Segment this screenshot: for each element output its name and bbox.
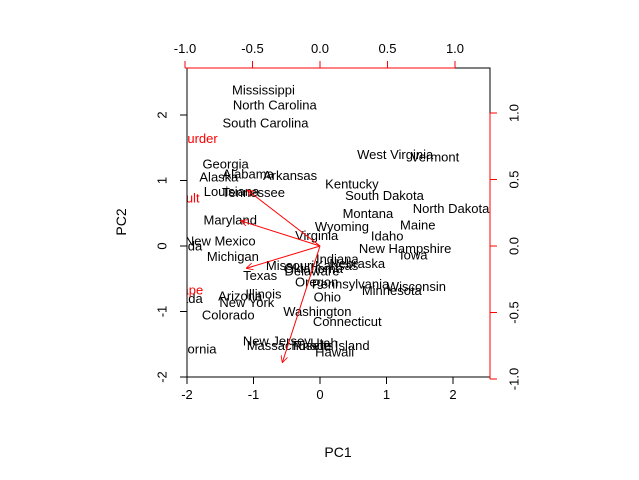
- state-label-rhode-island: Rhode Island: [293, 338, 370, 353]
- state-label-florida: Florida: [162, 239, 203, 254]
- state-label-nevada: Nevada: [158, 291, 204, 306]
- state-label-arkansas: Arkansas: [263, 168, 318, 183]
- x-axis-title: PC1: [324, 444, 351, 460]
- bottom-tick-label: -1: [248, 387, 260, 402]
- state-label-connecticut: Connecticut: [313, 314, 382, 329]
- loading-arrow-assault: [241, 221, 321, 247]
- state-label-hawaii: Hawaii: [315, 345, 354, 360]
- state-label-new-hampshire: New Hampshire: [359, 241, 451, 256]
- left-axis: -2 -1 0 1 2: [155, 111, 188, 383]
- state-label-north-dakota: North Dakota: [413, 201, 490, 216]
- state-label-utah: Utah: [310, 335, 337, 350]
- left-tick-label: 1: [155, 177, 170, 184]
- state-label-vermont: Vermont: [411, 149, 460, 164]
- top-axis: -1.0 -0.5 0.0 0.5 1.0: [174, 41, 464, 69]
- state-label-maryland: Maryland: [203, 212, 256, 227]
- y-axis-title: PC2: [113, 208, 129, 235]
- state-label-georgia: Georgia: [202, 157, 249, 172]
- right-tick-label: 0.0: [507, 237, 522, 255]
- state-label-virginia: Virginia: [295, 228, 339, 243]
- left-tick-label: 0: [155, 242, 170, 249]
- loading-arrows-layer: MurderAssaultRapeUrbanPop: [157, 131, 321, 480]
- state-label-minnesota: Minnesota: [362, 283, 423, 298]
- state-label-oregon: Oregon: [295, 275, 338, 290]
- left-tick-label: -2: [155, 371, 170, 383]
- loading-label-murder: Murder: [177, 131, 219, 146]
- state-label-montana: Montana: [343, 206, 394, 221]
- state-label-michigan: Michigan: [207, 249, 259, 264]
- state-label-texas: Texas: [243, 268, 277, 283]
- state-label-wyoming: Wyoming: [315, 219, 369, 234]
- state-label-ohio: Ohio: [314, 290, 341, 305]
- state-label-arizona: Arizona: [218, 288, 263, 303]
- state-label-kentucky: Kentucky: [325, 176, 379, 191]
- state-label-maine: Maine: [400, 218, 435, 233]
- bottom-tick-label: 0: [316, 387, 323, 402]
- bottom-tick-label: 2: [449, 387, 456, 402]
- state-label-missouri: Missouri: [266, 258, 315, 273]
- right-tick-label: -1.0: [507, 368, 522, 390]
- left-tick-label: 2: [155, 111, 170, 118]
- state-label-new-jersey: New Jersey: [243, 333, 311, 348]
- top-tick-label: 0.0: [311, 41, 329, 56]
- top-tick-label: 1.0: [446, 41, 464, 56]
- right-axis: -1.0 -0.5 0.0 0.5 1.0: [489, 104, 522, 390]
- state-label-iowa: Iowa: [400, 248, 428, 263]
- top-tick-label: -0.5: [241, 41, 263, 56]
- bottom-tick-label: -2: [181, 387, 193, 402]
- state-label-new-mexico: New Mexico: [185, 233, 256, 248]
- state-label-california: California: [162, 341, 218, 356]
- state-label-kansas: Kansas: [315, 258, 359, 273]
- state-label-colorado: Colorado: [202, 307, 255, 322]
- left-tick-label: -1: [155, 306, 170, 318]
- state-label-idaho: Idaho: [371, 229, 404, 244]
- loading-label-rape: Rape: [172, 282, 203, 297]
- state-label-louisiana: Louisiana: [204, 184, 260, 199]
- state-label-tennessee: Tennessee: [222, 185, 285, 200]
- right-tick-label: -0.5: [507, 301, 522, 323]
- state-label-oklahoma: Oklahoma: [284, 261, 344, 276]
- loading-arrow-urbanpop: [282, 245, 321, 362]
- loading-label-assault: Assault: [157, 191, 200, 206]
- top-tick-label: 0.5: [378, 41, 396, 56]
- state-label-illinois: Illinois: [245, 286, 282, 301]
- state-label-north-carolina: North Carolina: [233, 98, 318, 113]
- right-tick-label: 0.5: [507, 170, 522, 188]
- state-label-wisconsin: Wisconsin: [387, 279, 446, 294]
- state-label-massachusetts: Massachusetts: [247, 338, 334, 353]
- state-label-pennsylvania: Pennsylvania: [312, 276, 390, 291]
- state-label-south-carolina: South Carolina: [222, 115, 309, 130]
- top-tick-label: -1.0: [174, 41, 196, 56]
- state-label-mississippi: Mississippi: [232, 83, 295, 98]
- state-label-south-dakota: South Dakota: [345, 188, 425, 203]
- loading-arrow-rape: [247, 245, 321, 268]
- loading-arrow-murder: [248, 190, 321, 247]
- state-label-new-york: New York: [219, 295, 274, 310]
- state-label-west-virginia: West Virginia: [357, 147, 434, 162]
- bottom-tick-label: 1: [383, 387, 390, 402]
- state-label-alabama: Alabama: [223, 166, 275, 181]
- state-label-alaska: Alaska: [199, 170, 239, 185]
- bottom-axis: -2 -1 0 1 2: [181, 376, 457, 402]
- right-tick-label: 1.0: [507, 104, 522, 122]
- state-label-nebraska: Nebraska: [329, 256, 385, 271]
- state-label-indiana: Indiana: [316, 252, 359, 267]
